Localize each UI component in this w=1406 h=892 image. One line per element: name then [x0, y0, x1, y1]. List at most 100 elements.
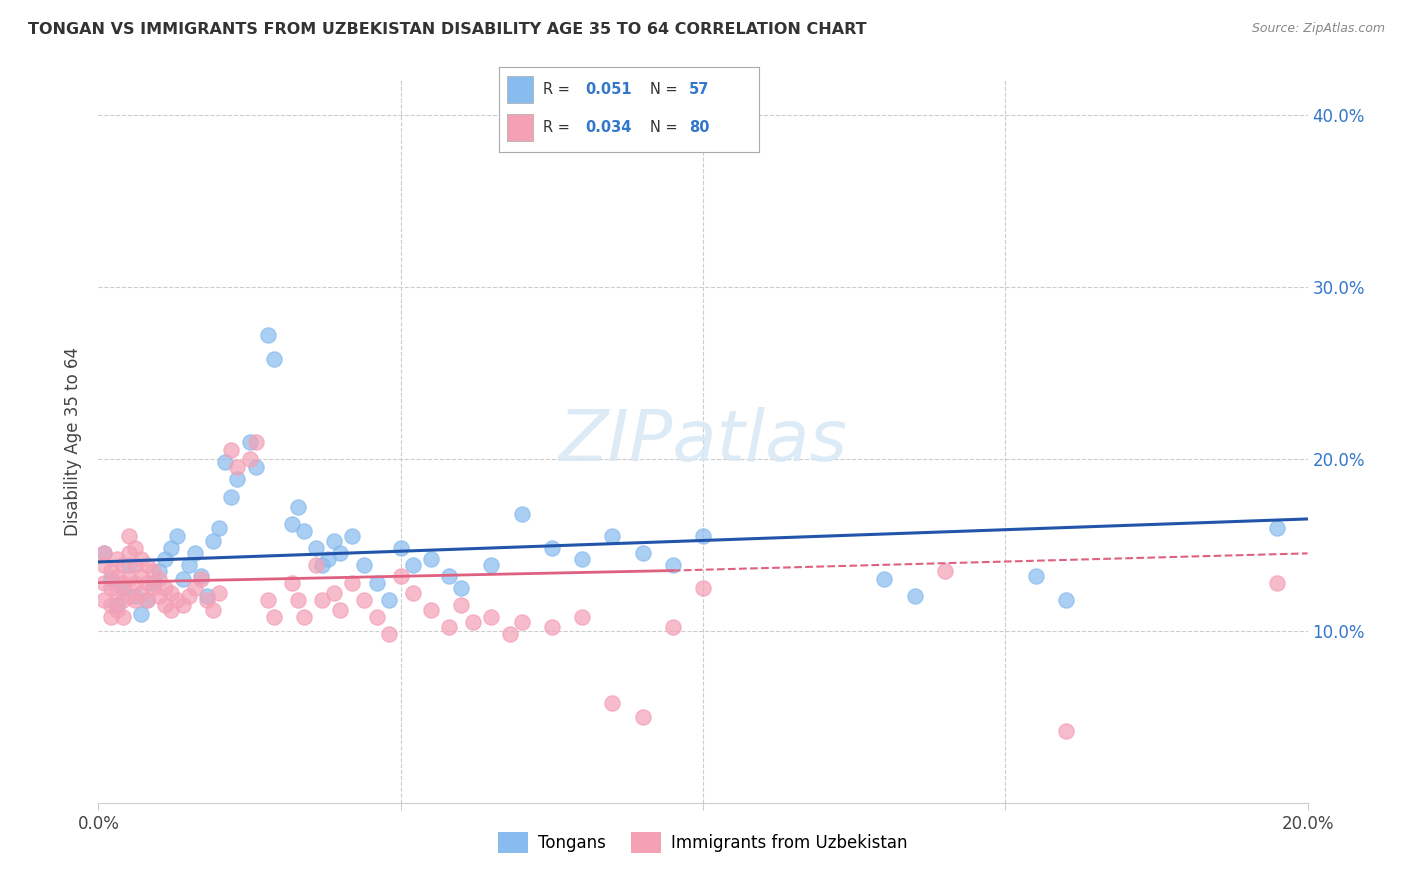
Point — [100, 564, 122, 578]
Point — [142, 581, 165, 595]
Point — [135, 575, 157, 590]
Point — [226, 460, 249, 475]
Point — [329, 546, 352, 560]
Text: 0.051: 0.051 — [585, 82, 631, 97]
Point — [292, 524, 315, 538]
Point — [323, 586, 346, 600]
Point — [118, 590, 141, 604]
Point — [208, 586, 231, 600]
Point — [160, 603, 183, 617]
Point — [166, 592, 188, 607]
Bar — [508, 114, 533, 142]
Point — [481, 558, 503, 573]
Point — [256, 327, 278, 342]
Point — [323, 534, 346, 549]
Point — [221, 443, 243, 458]
Point — [420, 551, 443, 566]
Point — [93, 558, 115, 573]
Point — [129, 586, 152, 600]
Point — [692, 581, 714, 595]
Point — [184, 581, 207, 595]
Point — [661, 558, 683, 573]
Point — [148, 590, 170, 604]
Point — [305, 558, 328, 573]
Point — [602, 696, 624, 710]
Y-axis label: Disability Age 35 to 64: Disability Age 35 to 64 — [65, 347, 83, 536]
Point — [105, 551, 128, 566]
Point — [93, 546, 115, 560]
Point — [287, 500, 309, 514]
Point — [239, 434, 262, 449]
Text: R =: R = — [543, 120, 575, 136]
Point — [148, 572, 170, 586]
Point — [934, 564, 956, 578]
Point — [105, 603, 128, 617]
Point — [93, 546, 115, 560]
Point — [342, 529, 364, 543]
Point — [226, 472, 249, 486]
Point — [437, 620, 460, 634]
Text: 57: 57 — [689, 82, 710, 97]
Point — [179, 590, 201, 604]
Legend: Tongans, Immigrants from Uzbekistan: Tongans, Immigrants from Uzbekistan — [492, 826, 914, 860]
Point — [281, 575, 304, 590]
Point — [873, 572, 896, 586]
Point — [420, 603, 443, 617]
Point — [124, 590, 146, 604]
Text: ZIPatlas: ZIPatlas — [558, 407, 848, 476]
Point — [1024, 568, 1046, 582]
Point — [631, 710, 654, 724]
Point — [450, 581, 472, 595]
Point — [135, 592, 157, 607]
Text: N =: N = — [650, 120, 682, 136]
Point — [602, 529, 624, 543]
Point — [389, 541, 412, 556]
Point — [190, 568, 212, 582]
Point — [631, 546, 654, 560]
Point — [311, 592, 333, 607]
Point — [202, 603, 225, 617]
Point — [124, 541, 146, 556]
Point — [129, 568, 152, 582]
Point — [118, 546, 141, 560]
Point — [366, 610, 388, 624]
Point — [124, 558, 146, 573]
Point — [377, 627, 399, 641]
Text: Source: ZipAtlas.com: Source: ZipAtlas.com — [1251, 22, 1385, 36]
Point — [214, 455, 236, 469]
Point — [402, 586, 425, 600]
Point — [129, 551, 152, 566]
Point — [111, 575, 134, 590]
Point — [105, 586, 128, 600]
Point — [353, 558, 375, 573]
Point — [153, 551, 176, 566]
Point — [190, 572, 212, 586]
Point — [93, 575, 115, 590]
Point — [904, 590, 927, 604]
Point — [571, 610, 593, 624]
Point — [221, 490, 243, 504]
Point — [172, 572, 194, 586]
Bar — [508, 76, 533, 103]
Point — [311, 558, 333, 573]
Text: R =: R = — [543, 82, 575, 97]
Point — [463, 615, 485, 630]
Point — [292, 610, 315, 624]
Point — [1267, 520, 1289, 534]
Point — [316, 551, 339, 566]
Point — [481, 610, 503, 624]
Point — [305, 541, 328, 556]
Point — [124, 575, 146, 590]
Point — [142, 564, 165, 578]
Point — [366, 575, 388, 590]
Point — [256, 592, 278, 607]
Point — [1054, 723, 1077, 738]
Point — [437, 568, 460, 582]
Point — [342, 575, 364, 590]
Point — [160, 541, 183, 556]
Point — [1054, 592, 1077, 607]
Point — [498, 627, 520, 641]
Point — [118, 529, 141, 543]
Point — [100, 572, 122, 586]
Point — [353, 592, 375, 607]
